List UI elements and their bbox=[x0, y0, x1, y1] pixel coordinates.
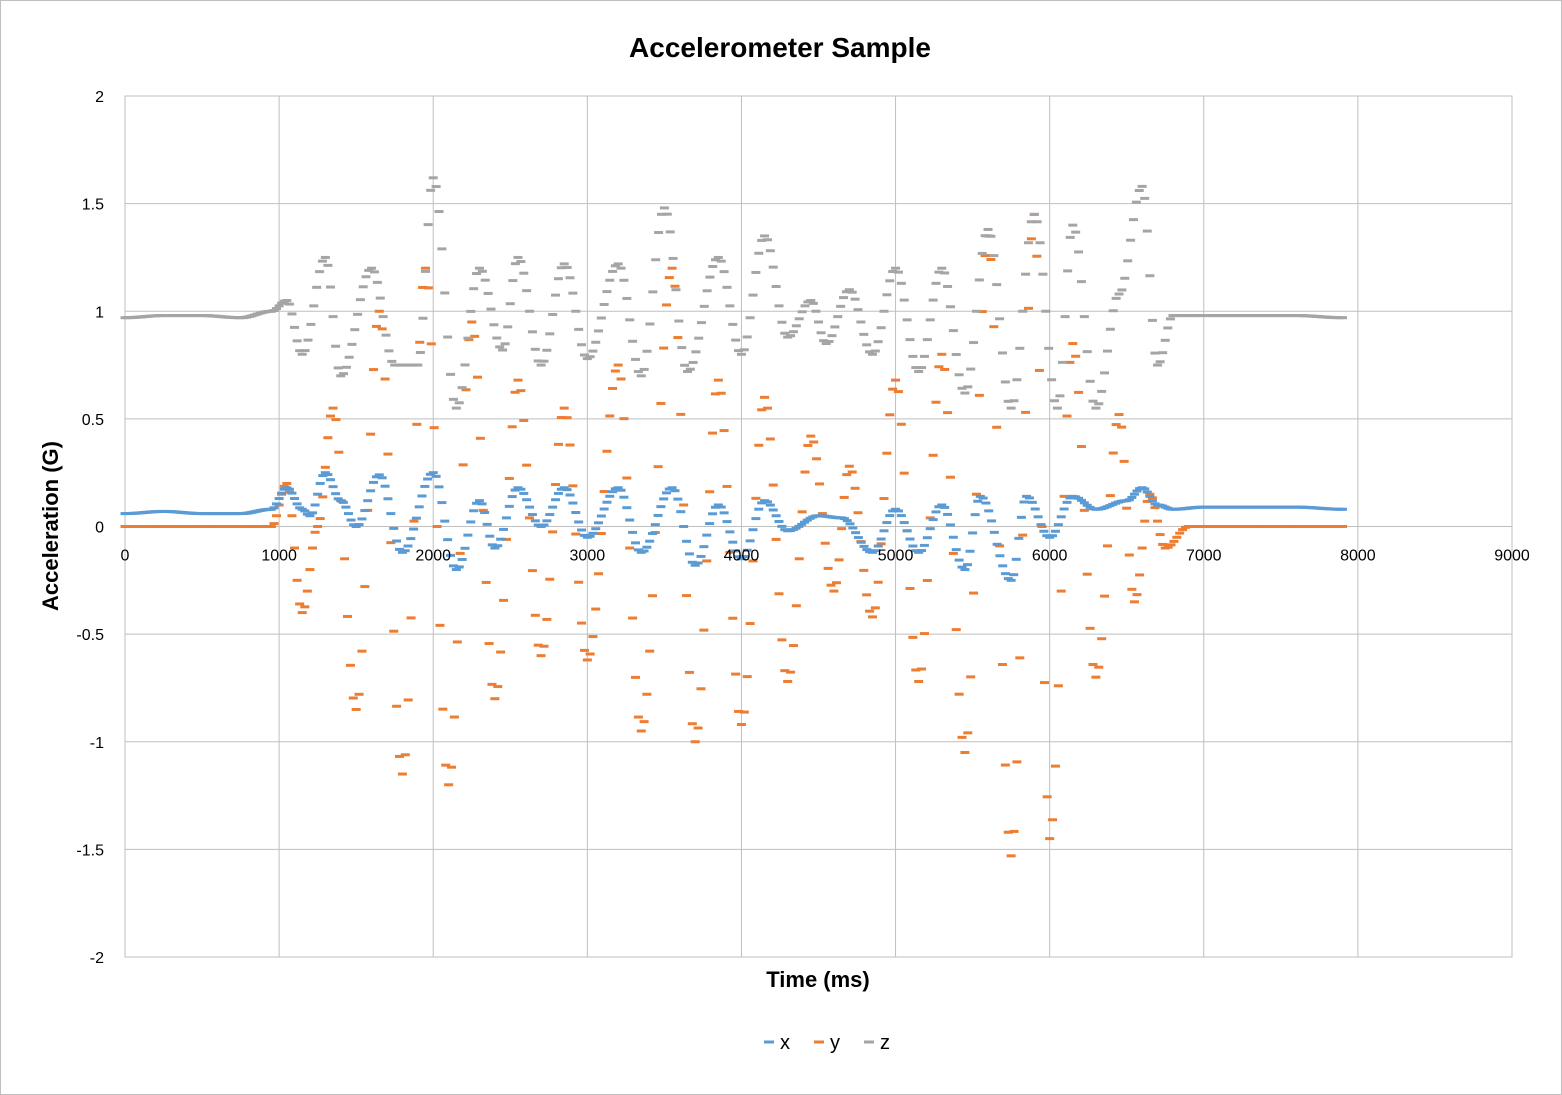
legend-item-y: y bbox=[814, 1032, 840, 1054]
legend-item-x: x bbox=[764, 1032, 790, 1054]
series-layer bbox=[120, 176, 1347, 858]
x-axis-label: Time (ms) bbox=[766, 967, 870, 992]
y-tick-label: 1.5 bbox=[82, 197, 104, 214]
tick-labels: 2 1.5 1 0.5 0 -0.5 -1 -1.5 -2 0 1000 2000 3000 4000 50… bbox=[76, 89, 1529, 967]
x-tick-label: 8000 bbox=[1340, 548, 1376, 565]
x-tick-label: 9000 bbox=[1494, 548, 1530, 565]
y-axis-label: Acceleration (G) bbox=[38, 441, 63, 611]
series-z bbox=[120, 176, 1347, 410]
y-tick-label: -0.5 bbox=[76, 627, 104, 644]
x-tick-label: 0 bbox=[121, 548, 130, 565]
x-tick-label: 4000 bbox=[724, 548, 760, 565]
y-tick-label: 0.5 bbox=[82, 412, 104, 429]
series-x bbox=[120, 471, 1347, 582]
x-tick-label: 1000 bbox=[261, 548, 297, 565]
legend-label: x bbox=[780, 1032, 790, 1054]
y-tick-label: 0 bbox=[95, 520, 104, 537]
x-tick-label: 2000 bbox=[415, 548, 451, 565]
y-tick-label: 1 bbox=[95, 304, 104, 321]
y-tick-label: 2 bbox=[95, 89, 104, 106]
x-tick-label: 5000 bbox=[878, 548, 914, 565]
y-tick-label: -1 bbox=[90, 735, 104, 752]
legend-item-z: z bbox=[864, 1032, 890, 1054]
x-tick-label: 7000 bbox=[1186, 548, 1222, 565]
series-y bbox=[120, 212, 1347, 858]
chart-title: Accelerometer Sample bbox=[629, 32, 931, 63]
y-tick-label: -1.5 bbox=[76, 842, 104, 859]
legend-label: y bbox=[830, 1032, 840, 1054]
legend-label: z bbox=[880, 1032, 890, 1054]
x-tick-label: 3000 bbox=[570, 548, 606, 565]
y-tick-label: -2 bbox=[90, 950, 104, 967]
x-tick-label: 6000 bbox=[1032, 548, 1068, 565]
legend: x y z bbox=[764, 1032, 890, 1054]
